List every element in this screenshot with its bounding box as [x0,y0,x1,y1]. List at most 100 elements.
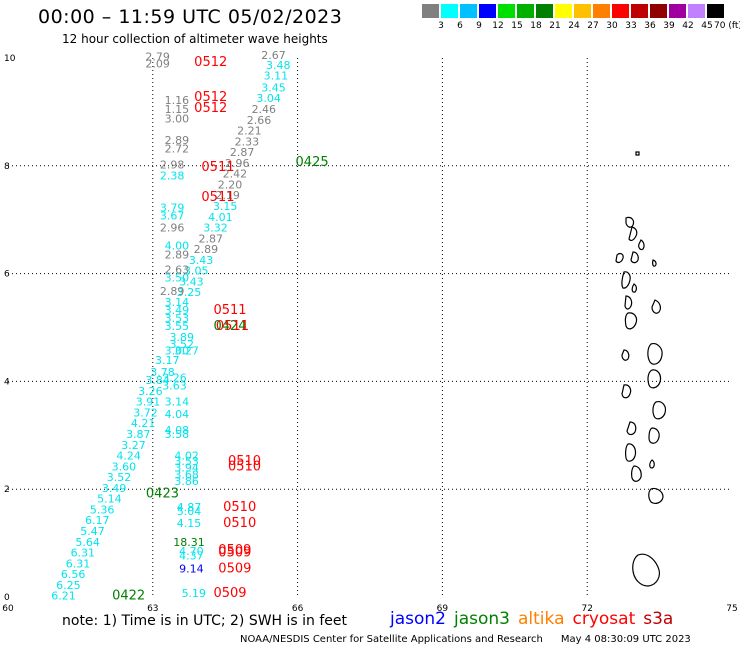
wave-height-value: 4.04 [165,408,190,421]
color-scale-label: 45 [701,21,713,31]
wave-height-value: 9.14 [179,563,204,576]
wave-height-value: 5.04 [177,505,202,518]
wave-height-value: 3.78 [150,366,175,379]
wave-height-value: 6.25 [56,579,81,592]
wave-height-value: 2.79 [145,51,170,64]
color-scale-label: 24 [568,21,580,31]
wave-height-value: 2.72 [165,142,190,155]
wave-height-value: 3.84 [145,374,170,387]
color-swatch [441,4,458,18]
wave-height-value: 2.89 [194,243,219,256]
wave-height-value: 2.46 [252,103,277,116]
track-time-label: 0425 [296,155,329,170]
wave-height-value: 5.36 [90,503,115,516]
track-time-label: 0511 [216,319,249,334]
wave-height-value: 3.72 [133,406,158,419]
wave-height-value: 4.00 [165,239,190,252]
wave-height-value: 5.14 [97,493,122,506]
wave-height-value: 3.68 [174,468,199,481]
wave-height-value: 5.64 [75,536,100,549]
wave-height-value: 3.04 [256,92,281,105]
wave-height-value: 1.15 [165,103,190,116]
wave-height-value: 3.94 [174,461,199,474]
wave-height-value: 3.53 [165,312,190,325]
wave-height-value: 3.52 [170,338,195,351]
y-tick-label: 8 [4,162,10,172]
track-time-label: 0511 [201,190,234,205]
wave-height-value: 3.58 [165,428,190,441]
wave-height-value: 3.60 [112,460,137,473]
wave-height-value: 2.19 [215,189,240,202]
track-time-label: 0510 [223,500,256,515]
color-scale-label: 42 [682,21,694,31]
color-scale-label: 12 [492,21,504,31]
wave-height-value: 18.31 [173,536,205,549]
wave-height-value: 2.09 [145,58,170,71]
wave-height-value: 3.32 [203,222,228,235]
color-swatch [707,4,724,18]
wave-height-value: 6.31 [66,557,91,570]
wave-height-value: 6.21 [51,590,76,603]
wave-height-value: 2.38 [160,169,185,182]
coastline-maldives [615,151,667,587]
wave-height-value: 3.63 [162,379,187,392]
wave-height-value: 3.86 [174,475,199,488]
wave-height-value: 4.37 [179,549,204,562]
color-swatch [593,4,610,18]
wave-height-value: 3.00 [165,113,190,126]
y-tick-label: 2 [4,485,10,495]
wave-height-value: 3.49 [102,482,127,495]
wave-height-value: 4.87 [177,501,202,514]
color-swatch [460,4,477,18]
color-swatch [479,4,496,18]
track-time-label: 0422 [112,589,145,604]
legend-item-jason3: jason3 [454,609,510,629]
x-tick-label: 66 [292,604,304,614]
wave-height-value: 3.11 [264,70,289,83]
color-swatch [517,4,534,18]
wave-height-value: 2.20 [218,178,243,191]
color-swatch [574,4,591,18]
wave-height-value: 3.49 [165,304,190,317]
wave-height-value: 3.25 [177,286,202,299]
color-scale-label: 21 [549,21,561,31]
wave-height-value: 2.42 [223,168,248,181]
credit-text: NOAA/NESDIS Center for Satellite Applica… [240,634,543,645]
y-tick-label: 4 [4,377,10,387]
wave-height-value: 2.63 [165,264,190,277]
wave-height-value: 2.98 [160,158,185,171]
track-time-label: 0509 [218,543,251,558]
track-time-label: 0509 [213,586,246,601]
y-tick-label: 6 [4,270,10,280]
footnote: note: 1) Time is in UTC; 2) SWH is in fe… [62,613,348,629]
wave-height-value: 4.08 [165,424,190,437]
wave-height-value: 5.19 [182,587,207,600]
color-swatch [631,4,648,18]
wave-height-value: 3.43 [179,275,204,288]
chart-subtitle: 12 hour collection of altimeter wave hei… [62,32,328,46]
track-time-label: 0423 [146,486,179,501]
wave-height-value: 2.96 [225,157,250,170]
track-time-label: 0512 [194,55,227,70]
wave-height-value: 3.27 [121,439,146,452]
wave-height-value: 6.17 [85,514,110,527]
y-tick-label: 0 [4,593,10,603]
wave-height-value: 2.21 [237,125,262,138]
color-scale-label: 27 [587,21,599,31]
timestamp-text: May 4 08:30:09 UTC 2023 [560,634,691,645]
satellite-legend: jason2 jason3 altika cryosat s3a [390,609,681,629]
track-time-label: 0510 [228,454,261,469]
color-scale-label: 36 [644,21,656,31]
y-tick-label: 10 [4,54,16,64]
color-swatch [498,4,515,18]
x-tick-label: 69 [437,604,449,614]
wave-height-value: 3.67 [160,210,185,223]
wave-height-value: 3.17 [155,354,180,367]
track-time-label: 0512 [194,101,227,116]
wave-height-value: 6.31 [71,547,96,560]
track-time-label: 0511 [213,303,246,318]
x-tick-label: 75 [726,604,737,614]
wave-height-value: 3.43 [189,254,214,267]
wave-height-value: 3.00 [165,344,190,357]
